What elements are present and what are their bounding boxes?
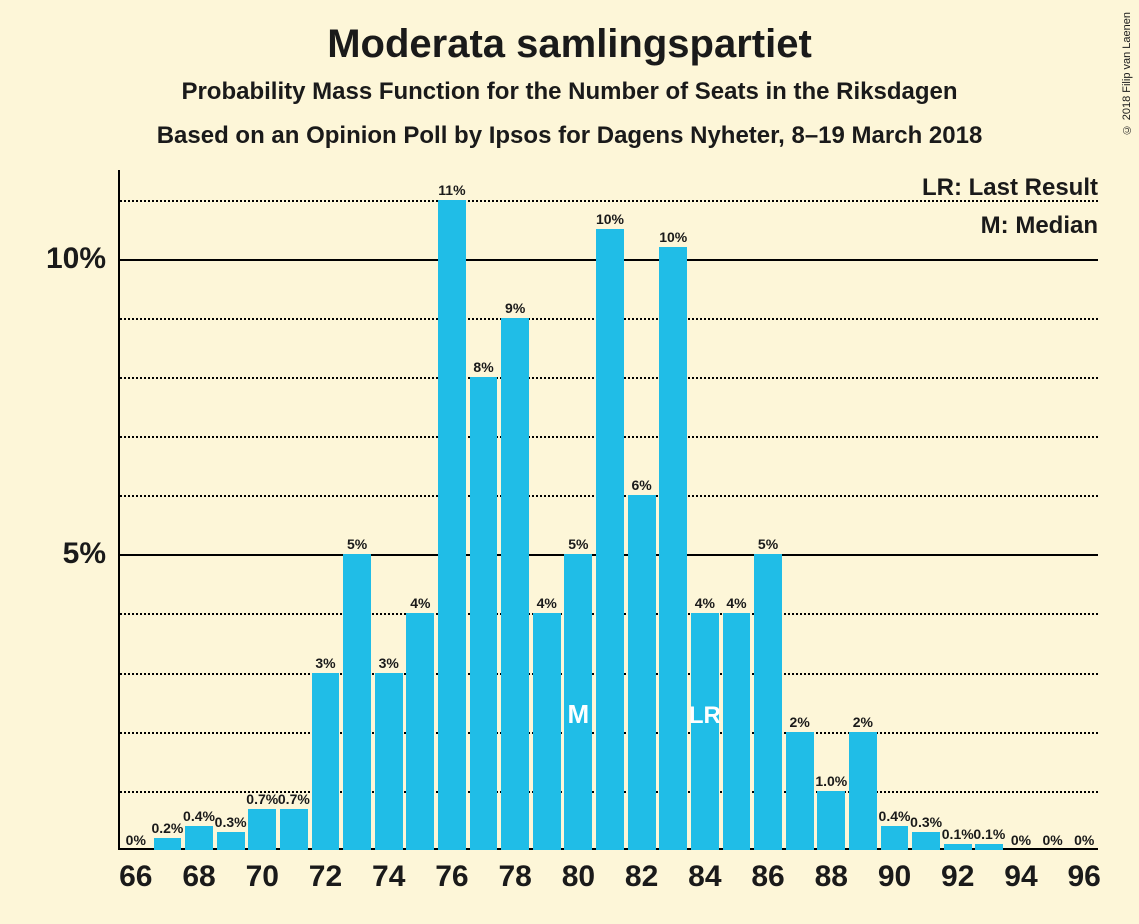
bar: 1.0% [817, 791, 845, 850]
bar-value-label: 10% [659, 229, 687, 247]
bar: 10% [596, 229, 624, 850]
bar: 4% [723, 613, 751, 850]
bar-value-label: 10% [596, 211, 624, 229]
bar-value-label: 4% [726, 595, 746, 613]
bar: 11% [438, 200, 466, 850]
bar-value-label: 4% [695, 595, 715, 613]
bar: 9% [501, 318, 529, 850]
bar-value-label: 0% [1074, 832, 1094, 850]
bar-value-label: 1.0% [815, 773, 847, 791]
bar-value-label: 0.4% [183, 808, 215, 826]
bar: 6% [628, 495, 656, 850]
bar: 5%M [564, 554, 592, 850]
bar-value-label: 0.7% [246, 791, 278, 809]
x-tick-label: 78 [498, 850, 531, 894]
x-tick-label: 74 [372, 850, 405, 894]
bar: 0.2% [154, 838, 182, 850]
chart-subtitle-2: Based on an Opinion Poll by Ipsos for Da… [0, 122, 1139, 150]
x-tick-label: 66 [119, 850, 152, 894]
bar: 3% [375, 673, 403, 850]
bar: 0.7% [280, 809, 308, 850]
y-tick-label: 5% [63, 537, 118, 571]
bar-value-label: 0.3% [215, 814, 247, 832]
bar-marker-label: M [568, 699, 590, 730]
bar-value-label: 8% [473, 359, 493, 377]
bar-value-label: 0.3% [910, 814, 942, 832]
x-tick-label: 86 [751, 850, 784, 894]
x-tick-label: 76 [435, 850, 468, 894]
bar: 2% [849, 732, 877, 850]
bar-value-label: 0.1% [973, 826, 1005, 844]
bar: 5% [343, 554, 371, 850]
y-tick-label: 10% [46, 242, 118, 276]
bar: 4% [533, 613, 561, 850]
gridline-minor [120, 200, 1098, 202]
x-tick-label: 72 [309, 850, 342, 894]
copyright-text: © 2018 Filip van Laenen [1121, 12, 1133, 135]
bar-value-label: 3% [379, 655, 399, 673]
bar: 0.3% [912, 832, 940, 850]
bar: 0.4% [881, 826, 909, 850]
bar: 10% [659, 247, 687, 850]
x-tick-label: 80 [562, 850, 595, 894]
bar-value-label: 11% [438, 182, 465, 200]
x-tick-label: 94 [1004, 850, 1037, 894]
bar: 0.4% [185, 826, 213, 850]
bar-value-label: 9% [505, 300, 525, 318]
x-tick-label: 70 [246, 850, 279, 894]
bar-value-label: 0% [1011, 832, 1031, 850]
bar-marker-label: LR [689, 702, 721, 730]
bar-value-label: 4% [537, 595, 557, 613]
bar: 2% [786, 732, 814, 850]
y-axis [118, 170, 120, 850]
bar-value-label: 0.7% [278, 791, 310, 809]
bar-value-label: 0.1% [942, 826, 974, 844]
bar-value-label: 0% [126, 832, 146, 850]
bar: 0.3% [217, 832, 245, 850]
bar-value-label: 0% [1042, 832, 1062, 850]
bar-value-label: 4% [410, 595, 430, 613]
chart-title: Moderata samlingspartiet [0, 22, 1139, 67]
bar-value-label: 6% [631, 477, 651, 495]
legend-lr: LR: Last Result [922, 174, 1098, 202]
bar-value-label: 5% [347, 536, 367, 554]
bar-value-label: 3% [315, 655, 335, 673]
bar-value-label: 0.2% [151, 820, 183, 838]
bar: 5% [754, 554, 782, 850]
x-tick-label: 92 [941, 850, 974, 894]
x-tick-label: 82 [625, 850, 658, 894]
bar: 0.1% [975, 844, 1003, 850]
x-tick-label: 88 [815, 850, 848, 894]
bar-value-label: 5% [758, 536, 778, 554]
bar-value-label: 0.4% [879, 808, 911, 826]
x-tick-label: 90 [878, 850, 911, 894]
bar-value-label: 5% [568, 536, 588, 554]
x-tick-label: 96 [1068, 850, 1101, 894]
bar: 4%LR [691, 613, 719, 850]
bar: 0.7% [248, 809, 276, 850]
bar: 8% [470, 377, 498, 850]
bar: 4% [406, 613, 434, 850]
chart-plot-area: LR: Last Result M: Median 5%10%0%0.2%0.4… [118, 170, 1098, 850]
bar-value-label: 2% [790, 714, 810, 732]
chart-subtitle-1: Probability Mass Function for the Number… [0, 78, 1139, 106]
x-tick-label: 84 [688, 850, 721, 894]
x-tick-label: 68 [182, 850, 215, 894]
bar-value-label: 2% [853, 714, 873, 732]
legend-m: M: Median [981, 212, 1098, 240]
bar: 3% [312, 673, 340, 850]
